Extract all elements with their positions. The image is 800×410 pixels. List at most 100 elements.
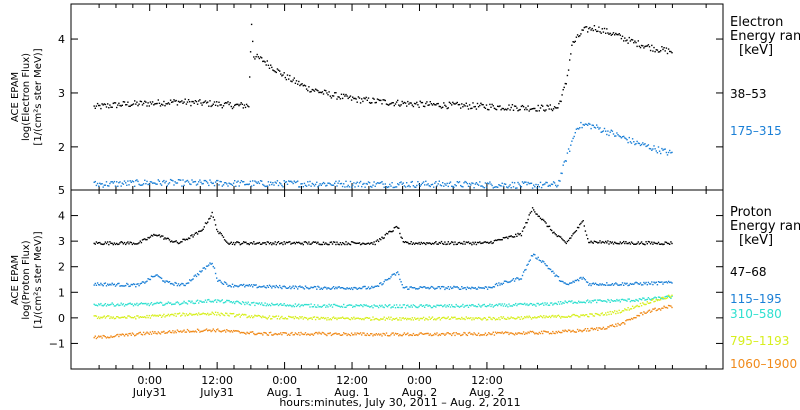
- proton-series-5-point: [126, 333, 128, 335]
- proton-series-1-point: [266, 241, 268, 243]
- proton-series-3-point: [619, 301, 621, 303]
- proton-series-3-point: [349, 304, 352, 306]
- proton-series-4-point: [151, 314, 154, 316]
- proton-series-4-point: [631, 305, 634, 307]
- electron-series-1-point: [140, 100, 143, 103]
- proton-series-4-point: [647, 302, 650, 304]
- proton-series-4-point: [431, 316, 434, 318]
- proton-series-2-point: [564, 282, 566, 284]
- proton-series-5-point: [162, 331, 164, 333]
- proton-series-2-point: [239, 284, 241, 286]
- proton-series-2-point: [466, 286, 469, 288]
- proton-series-3-point: [488, 305, 490, 307]
- proton-series-4-point: [225, 312, 227, 314]
- proton-series-3-point: [400, 306, 402, 309]
- electron-ytick-label: 4: [58, 33, 65, 46]
- proton-series-4-point: [168, 315, 171, 317]
- proton-series-5-point: [204, 329, 207, 331]
- electron-series-1-point: [627, 42, 629, 44]
- proton-series-5-point: [563, 330, 565, 333]
- proton-series-4-point: [325, 317, 327, 319]
- proton-series-1-point: [293, 241, 295, 244]
- proton-series-2-point: [656, 284, 659, 286]
- proton-series-3-point: [119, 304, 121, 306]
- proton-series-3-point: [561, 303, 563, 305]
- electron-series-2-point: [163, 179, 165, 182]
- electron-series-1-point: [166, 103, 168, 105]
- proton-series-2-point: [151, 276, 154, 278]
- proton-series-3-point: [473, 305, 475, 307]
- proton-series-3-point: [645, 299, 647, 301]
- proton-series-2-point: [353, 286, 355, 289]
- electron-series-2-point: [305, 185, 308, 187]
- proton-series-1-point: [427, 242, 429, 245]
- proton-series-3-point: [298, 303, 300, 305]
- electron-series-1-point: [590, 29, 592, 31]
- proton-series-3-point: [229, 301, 231, 303]
- proton-series-1-point: [569, 237, 571, 240]
- proton-series-1-point: [519, 233, 521, 235]
- proton-series-3-point: [623, 299, 625, 301]
- electron-series-1-point: [567, 69, 570, 71]
- electron-series-2-point: [526, 183, 528, 186]
- electron-series-1-point: [517, 110, 519, 112]
- proton-series-3-point: [352, 306, 354, 308]
- electron-series-2-point: [572, 137, 574, 140]
- xtick-time-label: 12:00: [201, 374, 233, 387]
- proton-series-1-point: [445, 243, 447, 246]
- electron-series-1-point: [379, 99, 381, 102]
- proton-series-2-point: [325, 286, 327, 289]
- electron-series-2-point: [129, 180, 131, 182]
- proton-series-4-point: [196, 314, 199, 316]
- electron-series-1-point: [572, 41, 574, 43]
- proton-series-2-point: [244, 286, 246, 288]
- electron-series-1-point: [501, 107, 503, 110]
- electron-series-1-point: [128, 105, 130, 107]
- proton-series-3-point: [410, 304, 412, 307]
- proton-series-5-point: [201, 330, 203, 333]
- proton-series-5-point: [510, 332, 512, 334]
- proton-series-1-point: [584, 230, 587, 232]
- proton-series-4-point: [447, 316, 449, 318]
- proton-series-4-point: [649, 302, 652, 304]
- electron-series-1-point: [398, 104, 400, 106]
- proton-series-1-point: [670, 241, 672, 243]
- electron-series-2-point: [516, 187, 518, 189]
- proton-series-1-point: [419, 243, 421, 245]
- proton-series-5-point: [325, 333, 327, 336]
- proton-series-1-point: [244, 241, 246, 244]
- proton-series-4-point: [611, 311, 614, 313]
- proton-series-3-point: [345, 306, 347, 308]
- proton-series-5-point: [660, 309, 662, 311]
- proton-series-5-point: [480, 334, 482, 336]
- proton-series-5-point: [637, 314, 639, 317]
- proton-series-1-point: [386, 233, 389, 235]
- proton-series-2-point: [631, 283, 634, 285]
- proton-series-4-point: [142, 316, 145, 318]
- electron-series-1-point: [386, 103, 389, 106]
- proton-series-5-point: [313, 332, 316, 335]
- proton-series-3-point: [292, 304, 294, 307]
- electron-series-1-point: [443, 102, 445, 104]
- proton-series-4-point: [295, 317, 298, 319]
- electron-series-2-point: [628, 136, 630, 139]
- electron-series-2-point: [416, 184, 418, 187]
- electron-series-1-point: [385, 103, 388, 105]
- proton-series-5-point: [499, 331, 501, 334]
- proton-series-3-point: [109, 304, 111, 306]
- proton-series-4-point: [593, 315, 596, 317]
- proton-series-4-point: [356, 317, 358, 319]
- electron-series-1-point: [397, 99, 399, 102]
- proton-series-2-point: [304, 285, 307, 287]
- proton-series-5-point: [267, 334, 270, 336]
- electron-series-2-point: [257, 181, 259, 183]
- electron-series-1-point: [548, 108, 550, 110]
- electron-series-1-point: [99, 104, 101, 107]
- electron-series-1-point: [308, 86, 310, 88]
- proton-series-4-point: [606, 314, 608, 316]
- electron-series-1-point: [304, 85, 307, 87]
- proton-series-5-point: [567, 329, 570, 331]
- proton-series-1-point: [134, 243, 136, 245]
- proton-series-1-point: [120, 241, 122, 243]
- proton-series-3-point: [629, 300, 632, 303]
